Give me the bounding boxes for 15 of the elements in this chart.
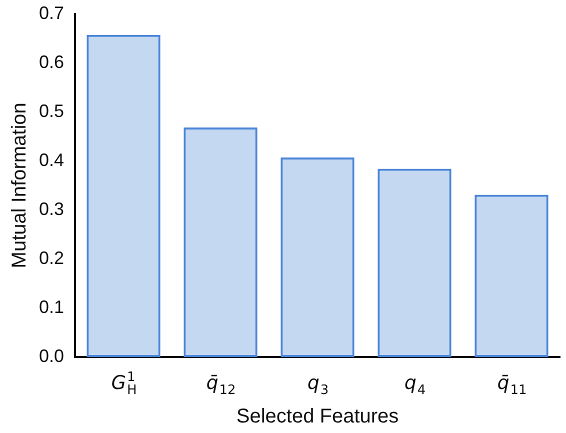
x-axis-title: Selected Features bbox=[236, 406, 399, 428]
y-axis-title: Mutual Information bbox=[8, 102, 31, 268]
bar bbox=[184, 128, 258, 357]
y-tick-label: 0.0 bbox=[38, 346, 64, 366]
bar bbox=[86, 34, 160, 357]
y-tick-label: 0.7 bbox=[38, 2, 64, 23]
bar bbox=[474, 194, 548, 357]
y-tick-label: 0.4 bbox=[38, 150, 64, 170]
y-tick-label: 0.5 bbox=[38, 100, 64, 121]
y-tick-label: 0.3 bbox=[38, 198, 64, 219]
y-tick-label: 0.2 bbox=[38, 248, 64, 268]
bar bbox=[378, 168, 452, 357]
y-tick-label: 0.6 bbox=[38, 52, 64, 72]
bar bbox=[280, 157, 354, 357]
y-tick-label: 0.1 bbox=[38, 296, 64, 317]
